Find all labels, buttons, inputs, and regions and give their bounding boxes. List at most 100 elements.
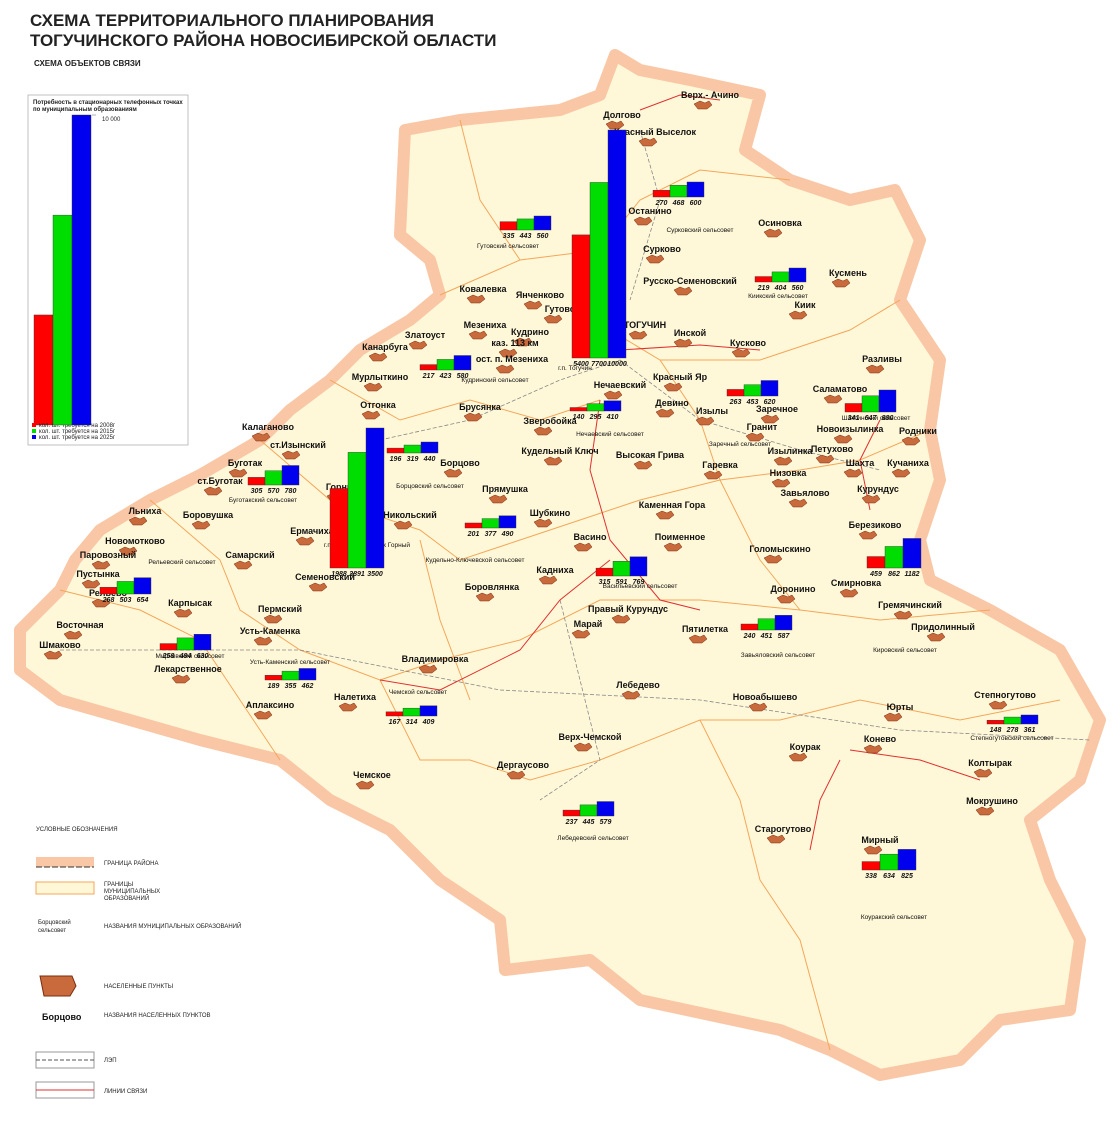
settlement-name: Васино [574,532,607,542]
value-label: 2891 [348,571,365,578]
value-label: 167 [389,719,402,726]
bar [866,556,886,569]
legend-chart-title: Потребность в стационарных телефонных то… [33,99,183,106]
settlement-name: Канарбуга [362,342,409,352]
municipality-name: Степногутовский сельсовет [970,734,1053,742]
value-label: 484 [179,653,192,660]
bar [499,221,518,231]
value-label: 295 [589,414,602,421]
settlement-name: Паровозный [80,550,136,560]
value-label: 591 [616,579,628,586]
settlement-area [308,582,328,592]
value-label: 445 [582,819,595,826]
value-label: 1988 [331,571,347,578]
legend-item: ЛИНИИ СВЯЗИ [104,1089,147,1095]
settlement-name: Новомотково [105,536,165,546]
value-label: 7700 [591,361,607,368]
bar [878,389,897,413]
value-label: 409 [422,719,435,726]
settlement-name: Лебедево [616,680,660,690]
bar [281,670,300,681]
value-label: 769 [633,579,645,586]
bar [879,853,899,871]
settlement-name: Пустынка [76,569,120,579]
settlement-area [773,456,793,466]
settlement-area [91,598,111,608]
value-label: 451 [760,633,773,640]
settlement-name: Разливы [862,354,902,364]
settlement-name: Красный Выселок [614,127,696,137]
settlement-name: Гутово [545,304,576,314]
settlement-name: Карпысак [168,598,212,608]
bar [652,190,671,198]
legend-label: кол. шт. требуется на 2015г [39,429,116,435]
settlement-area [418,664,438,674]
value-label: 462 [301,683,314,690]
value-label: 305 [251,488,263,495]
settlement-name: Семеновский [295,572,355,582]
title-line: ТОГУЧИНСКОГО РАЙОНА НОВОСИБИРСКОЙ ОБЛАСТ… [30,31,496,50]
settlement-name: Боровушка [183,510,234,520]
settlement-name: Боровлянка [465,582,520,592]
value-label: 338 [865,873,877,880]
settlement-name: Марай [574,619,603,629]
settlement-name: Отгонка [360,400,396,410]
settlement-area [263,614,283,624]
settlement-name: Кудрино [511,327,549,337]
settlement-area [488,494,508,504]
settlement-name: Кадниха [536,565,574,575]
settlement-area [81,579,101,589]
settlement-area [543,456,563,466]
bar [264,675,283,681]
settlement-name: Красный Яр [653,372,708,382]
settlement-area [173,608,193,618]
settlement-name: Доронино [771,584,816,594]
settlement-area [858,530,878,540]
value-label: 404 [774,285,787,292]
settlement-area [891,468,911,478]
settlement-area [506,770,526,780]
settlement-area [408,340,428,350]
municipality-name: Чемской сельсовет [389,688,447,696]
settlement-area [673,286,693,296]
settlement-area [498,348,518,358]
settlement-area [788,310,808,320]
settlement-area [745,432,765,442]
value-label: 278 [1006,727,1019,734]
settlement-name: Нечаевский [594,380,646,390]
municipality-name: Кировский сельсовет [873,646,937,654]
settlement-area [91,560,111,570]
bar [589,182,609,359]
y-tick-label: 10 000 [102,117,121,123]
settlement-name: Пятилетка [682,624,729,634]
legend-symbol [39,975,77,997]
settlement-area [523,300,543,310]
bar [365,427,385,569]
value-label: 319 [407,456,419,463]
value-label: 570 [268,488,280,495]
bar [569,407,588,412]
settlement-name: Долгово [603,110,641,120]
value-label: 189 [268,683,280,690]
settlement-name: Лекарственное [154,664,222,674]
settlement-area [975,806,995,816]
municipality-name: Шахтинский сельсовет [842,414,911,422]
bar [788,267,807,283]
bar [52,214,73,426]
bar [420,441,439,454]
value-label: 219 [757,285,770,292]
settlement-name: Аплаксино [246,700,295,710]
value-label: 560 [792,285,804,292]
settlement-name: Кудельный Ключ [521,446,598,456]
settlement-name: Гаревка [702,460,739,470]
settlement-name: Владимировка [402,654,470,664]
value-label: 201 [467,531,480,538]
municipality-labels: Гутовский сельсовет Сурковский сельсовет К… [148,226,1053,921]
legend-sample: сельсовет [38,928,66,934]
legend-swatch [32,435,36,439]
value-label: 148 [990,727,1002,734]
bar [402,707,421,717]
settlement-area [815,454,835,464]
municipality-name: Коуракский сельсовет [861,913,927,921]
settlement-area [776,594,796,604]
